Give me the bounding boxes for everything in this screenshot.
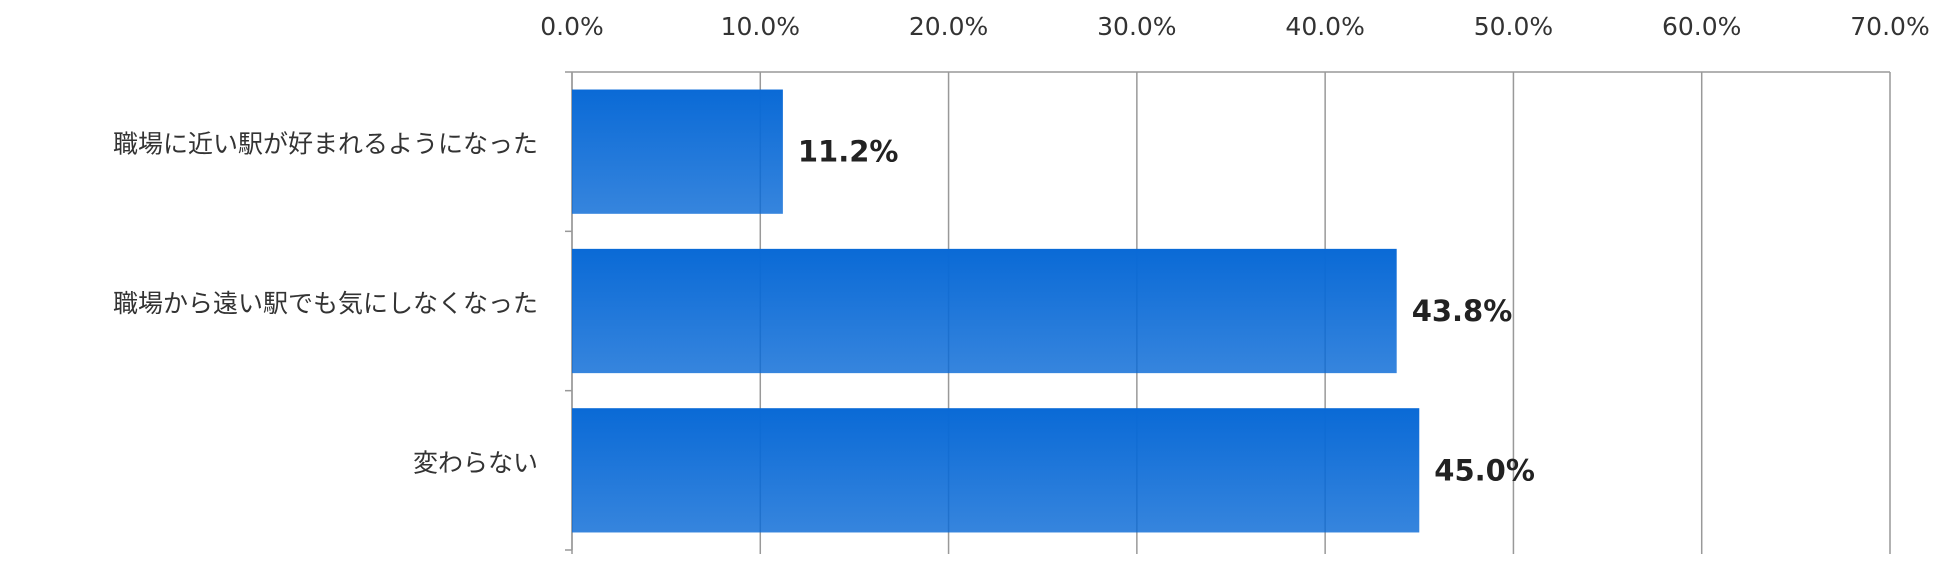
bar xyxy=(572,89,783,214)
y-tick-label: 職場に近い駅が好まれるようになった xyxy=(113,130,538,159)
x-tick-label: 10.0% xyxy=(721,12,800,41)
x-tick-label: 60.0% xyxy=(1662,12,1741,41)
x-tick-label: 30.0% xyxy=(1097,12,1176,41)
x-tick-label: 70.0% xyxy=(1850,12,1929,41)
y-tick-label: 職場から遠い駅でも気にしなくなった xyxy=(113,289,538,318)
value-label: 43.8% xyxy=(1412,294,1513,328)
x-tick-label: 20.0% xyxy=(909,12,988,41)
value-label: 45.0% xyxy=(1434,453,1535,487)
x-tick-label: 40.0% xyxy=(1285,12,1364,41)
x-tick-label: 0.0% xyxy=(540,12,604,41)
y-tick-label: 変わらない xyxy=(413,448,538,477)
x-tick-label: 50.0% xyxy=(1474,12,1553,41)
value-label: 11.2% xyxy=(798,135,899,169)
bar xyxy=(572,248,1397,374)
bar xyxy=(572,408,1420,533)
